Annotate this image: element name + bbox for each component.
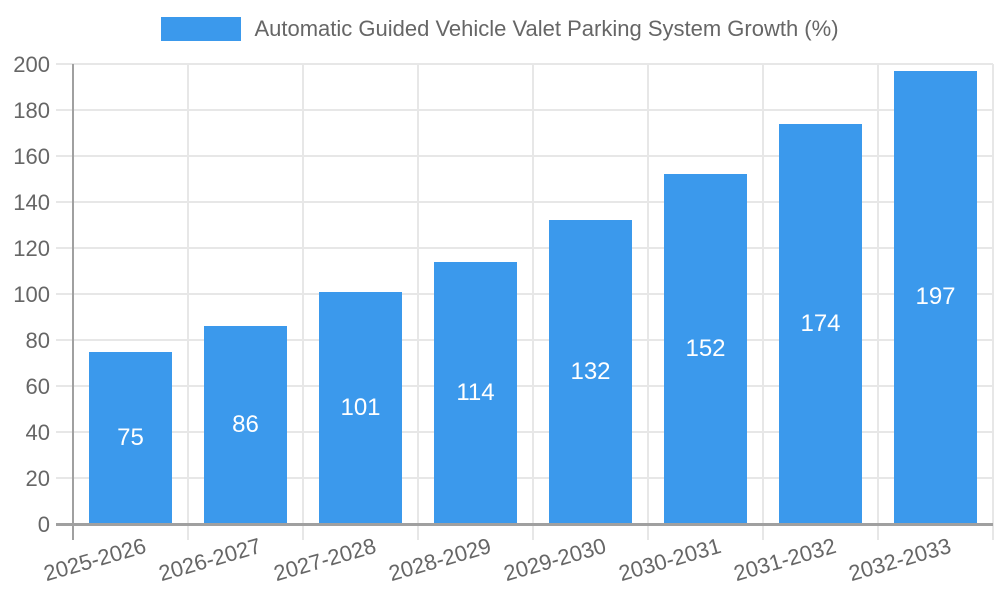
x-axis-line (56, 523, 993, 526)
legend-label: Automatic Guided Vehicle Valet Parking S… (254, 16, 839, 41)
gridline-vertical (762, 64, 764, 524)
bar-value-label: 152 (685, 335, 726, 363)
bar-value-label: 86 (232, 411, 259, 439)
x-axis-tick-mark (647, 524, 649, 540)
x-axis-tick-label: 2030-2031 (616, 533, 725, 587)
y-axis-tick-label: 80 (25, 328, 50, 353)
y-axis-tick-label: 20 (25, 466, 50, 491)
bar (204, 326, 287, 523)
x-axis-tick-mark (992, 524, 994, 540)
x-axis-tick-label: 2027-2028 (271, 533, 380, 587)
bar-value-label: 132 (570, 358, 611, 386)
x-axis-tick-mark (762, 524, 764, 540)
y-axis-tick-label: 60 (25, 374, 50, 399)
gridline-vertical (992, 64, 994, 524)
bar (664, 174, 747, 523)
y-axis-tick-mark (56, 431, 73, 433)
gridline-vertical (187, 64, 189, 524)
x-axis-tick-mark (187, 524, 189, 540)
bar-value-label: 197 (915, 283, 956, 311)
y-axis-tick-label: 200 (13, 52, 50, 77)
x-axis-tick-mark (417, 524, 419, 540)
bar-value-label: 174 (800, 309, 841, 337)
y-axis-tick-mark (56, 247, 73, 249)
gridline-vertical (302, 64, 304, 524)
gridline-vertical (532, 64, 534, 524)
y-axis-tick-label: 100 (13, 282, 50, 307)
y-axis-tick-mark (56, 385, 73, 387)
y-axis-tick-mark (56, 339, 73, 341)
legend-item[interactable]: Automatic Guided Vehicle Valet Parking S… (161, 16, 839, 42)
x-axis-tick-label: 2029-2030 (501, 533, 610, 587)
bar (549, 220, 632, 523)
gridline-vertical (647, 64, 649, 524)
legend: Automatic Guided Vehicle Valet Parking S… (0, 16, 1000, 42)
bar (319, 291, 402, 523)
x-axis-tick-label: 2032-2033 (846, 533, 955, 587)
x-axis-tick-mark (877, 524, 879, 540)
y-axis-tick-label: 0 (37, 512, 50, 537)
bar-value-label: 114 (456, 378, 495, 406)
bar-value-label: 75 (117, 423, 144, 451)
gridline-vertical (877, 64, 879, 524)
gridline-vertical (417, 64, 419, 524)
bar (434, 261, 517, 523)
x-axis-tick-label: 2031-2032 (731, 533, 840, 587)
y-axis-tick-label: 180 (13, 98, 50, 123)
y-axis-tick-mark (56, 155, 73, 157)
y-axis-tick-mark (56, 201, 73, 203)
legend-swatch-icon (161, 17, 242, 41)
y-axis-tick-mark (56, 293, 73, 295)
y-axis-tick-label: 140 (13, 190, 50, 215)
x-axis-tick-label: 2025-2026 (41, 533, 150, 587)
y-axis-tick-label: 120 (13, 236, 50, 261)
bar (894, 70, 977, 523)
y-axis-tick-mark (56, 109, 73, 111)
x-axis-tick-label: 2026-2027 (156, 533, 265, 587)
y-axis-tick-mark (56, 63, 73, 65)
x-axis-tick-mark (532, 524, 534, 540)
y-axis-tick-label: 160 (13, 144, 50, 169)
x-axis-tick-mark (302, 524, 304, 540)
bar (779, 123, 862, 523)
x-axis-tick-label: 2028-2029 (386, 533, 495, 587)
y-axis-tick-label: 40 (25, 420, 50, 445)
bar (89, 351, 172, 523)
bar-value-label: 101 (340, 393, 381, 421)
y-axis-line (71, 64, 74, 540)
y-axis-tick-mark (56, 477, 73, 479)
